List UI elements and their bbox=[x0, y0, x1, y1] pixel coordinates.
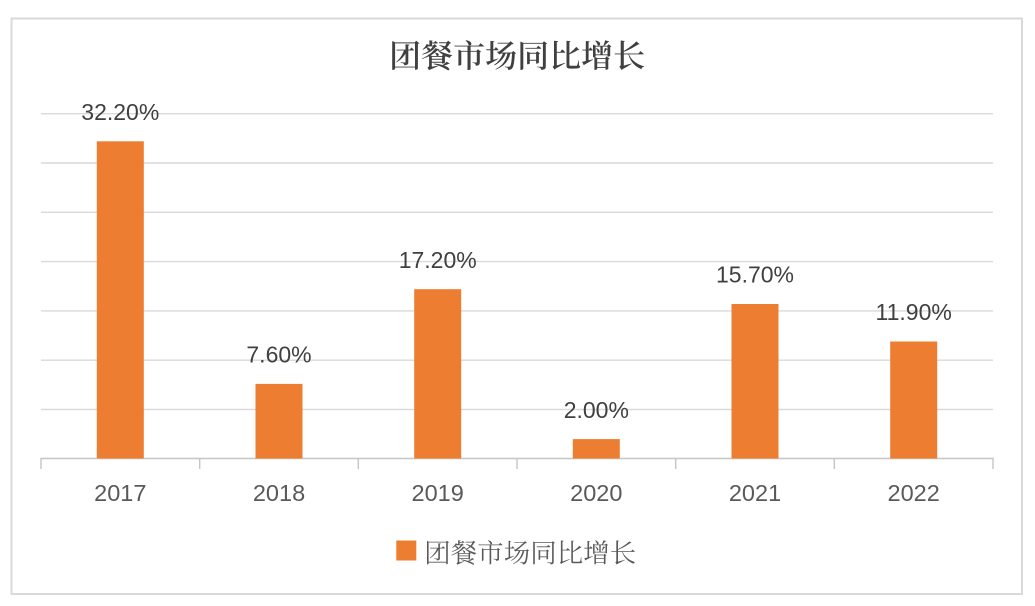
svg-text:2017: 2017 bbox=[94, 480, 146, 506]
svg-text:2.00%: 2.00% bbox=[564, 397, 629, 423]
svg-text:11.90%: 11.90% bbox=[876, 299, 952, 325]
svg-text:2022: 2022 bbox=[888, 480, 940, 506]
svg-text:2018: 2018 bbox=[253, 480, 305, 506]
svg-text:2021: 2021 bbox=[729, 480, 781, 506]
svg-text:7.60%: 7.60% bbox=[246, 342, 311, 368]
svg-text:32.20%: 32.20% bbox=[81, 99, 159, 125]
svg-text:17.20%: 17.20% bbox=[399, 247, 477, 273]
svg-text:15.70%: 15.70% bbox=[716, 262, 794, 288]
svg-text:2019: 2019 bbox=[412, 480, 464, 506]
svg-text:2020: 2020 bbox=[570, 480, 622, 506]
